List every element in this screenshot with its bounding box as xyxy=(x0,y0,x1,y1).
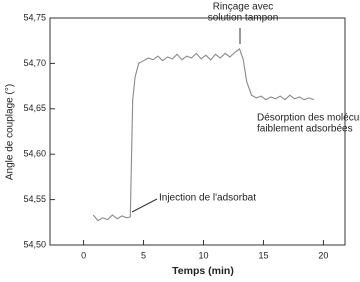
annotation: Rinçage avec xyxy=(213,2,274,13)
y-tick-label: 54,60 xyxy=(23,149,46,159)
annotation: Désorption des molécules xyxy=(257,113,360,124)
y-tick-label: 54,50 xyxy=(23,239,46,249)
x-tick-label: 15 xyxy=(258,250,268,260)
plot-frame xyxy=(49,17,346,246)
data-line xyxy=(92,48,314,222)
y-axis-label: Angle de couplage (°) xyxy=(5,84,16,180)
x-tick-label: 20 xyxy=(318,250,328,260)
x-tick-label: 0 xyxy=(81,250,86,260)
x-tick-label: 5 xyxy=(141,250,146,260)
x-axis-label: Temps (min) xyxy=(172,265,234,277)
y-tick-label: 54,70 xyxy=(23,58,46,68)
annotation: solution tampon xyxy=(208,13,279,24)
x-tick-label: 10 xyxy=(198,250,208,260)
annotation: faiblement adsorbées xyxy=(257,124,353,135)
annotation: Injection de l'adsorbat xyxy=(159,193,256,204)
y-tick-label: 54,65 xyxy=(23,103,46,113)
annotation-leader xyxy=(131,198,158,213)
y-tick-label: 54,55 xyxy=(23,194,46,204)
y-tick-label: 54,75 xyxy=(23,12,46,22)
